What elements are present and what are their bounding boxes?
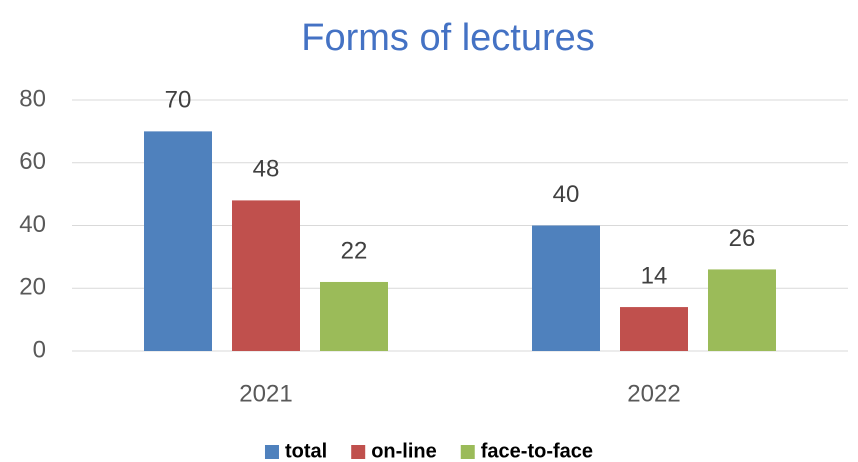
data-label: 22 <box>341 237 368 264</box>
y-tick-label: 60 <box>19 148 46 175</box>
data-label: 14 <box>641 262 668 289</box>
legend-label: face-to-face <box>481 440 593 462</box>
legend-swatch <box>264 445 279 459</box>
data-label: 48 <box>253 156 280 183</box>
x-tick-label: 2022 <box>627 380 680 407</box>
data-label: 70 <box>165 87 192 114</box>
bar <box>708 269 776 351</box>
y-tick-label: 20 <box>19 274 46 301</box>
legend-swatch <box>460 445 475 459</box>
x-tick-label: 2021 <box>239 380 292 407</box>
bar <box>232 200 300 351</box>
legend-label: total <box>285 440 327 462</box>
bar <box>532 225 600 351</box>
bar <box>144 131 212 351</box>
legend-swatch <box>351 445 366 459</box>
bar <box>620 307 688 351</box>
y-tick-label: 0 <box>33 336 46 363</box>
y-tick-label: 40 <box>19 211 46 238</box>
chart-title: Forms of lectures <box>301 17 595 59</box>
y-tick-label: 80 <box>19 85 46 112</box>
data-label: 40 <box>553 181 580 208</box>
data-label: 26 <box>729 225 756 252</box>
bar <box>320 281 388 351</box>
legend-label: on-line <box>371 440 437 462</box>
